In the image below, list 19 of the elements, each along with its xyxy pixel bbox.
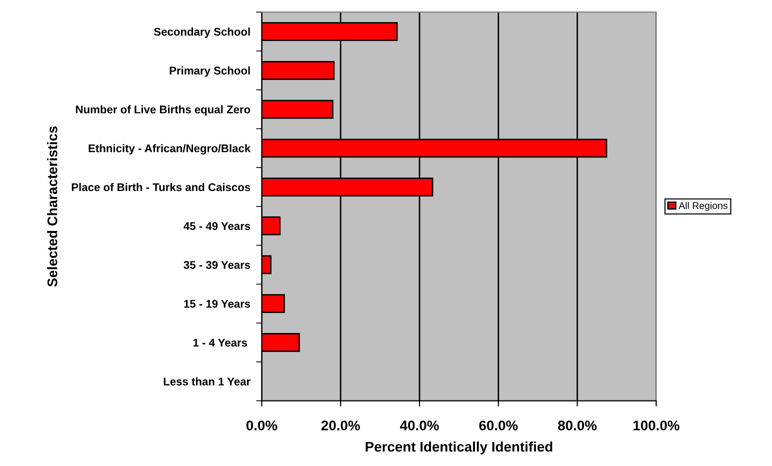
x-tick-label: 20.0% — [321, 420, 360, 430]
x-tick-label: 0.0% — [246, 420, 278, 430]
y-tick-label: 35 - 39 Years — [184, 261, 250, 269]
legend-label: All Regions — [678, 202, 728, 211]
y-tick-label: Place of Birth - Turks and Caiscos — [72, 182, 250, 192]
y-tick-label: 15 - 19 Years — [184, 300, 250, 308]
y-tick-label: Number of Live Births equal Zero — [76, 105, 250, 116]
x-tick-label: 60.0% — [479, 420, 518, 430]
y-tick-label: Ethnicity - African/Negro/Black — [88, 144, 251, 155]
x-axis-title: Percent Identically Identified — [366, 441, 552, 454]
x-tick-label: 40.0% — [400, 420, 439, 430]
y-axis-title: Selected Characteristics — [47, 126, 58, 287]
y-tick-label: Less than 1 Year — [164, 377, 250, 386]
y-tick-label: 45 - 49 Years — [184, 222, 250, 230]
y-tick-label: Secondary School — [154, 28, 250, 38]
x-tick-label: 100.0% — [634, 420, 680, 430]
x-tick-label: 80.0% — [558, 420, 597, 430]
y-tick-label: Primary School — [170, 66, 250, 77]
y-tick-label: 1 - 4 Years — [193, 338, 248, 347]
